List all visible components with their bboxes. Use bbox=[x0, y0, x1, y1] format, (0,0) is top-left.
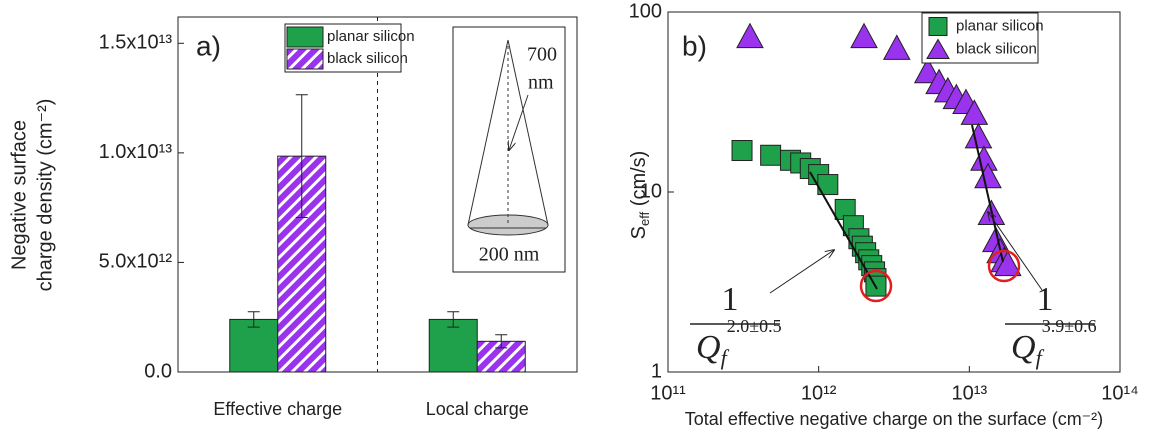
y-label-main: S bbox=[628, 226, 650, 239]
cone-edge bbox=[467, 39, 509, 226]
annotation-numerator: 1 bbox=[722, 281, 739, 318]
point bbox=[736, 22, 764, 49]
annotation-numerator: 1 bbox=[1037, 281, 1054, 318]
legend-label: black silicon bbox=[956, 40, 1037, 57]
y-label-line: charge density (cm⁻²) bbox=[34, 99, 56, 292]
legend-swatch bbox=[286, 48, 324, 70]
annotation-exponent: 3.9±0.6 bbox=[1042, 316, 1097, 336]
point bbox=[882, 34, 911, 60]
y-tick-label: 1.0x10¹³ bbox=[99, 141, 173, 163]
inset-label: 700 bbox=[527, 44, 557, 66]
annotation-denominator: Qf 2.0±0.5 bbox=[696, 316, 782, 370]
point bbox=[850, 22, 878, 49]
legend-label: planar silicon bbox=[956, 17, 1044, 34]
point bbox=[960, 99, 989, 125]
error-bar bbox=[495, 334, 508, 349]
panel-label: b) bbox=[682, 30, 707, 61]
point bbox=[974, 162, 1002, 189]
legend-swatch bbox=[928, 17, 948, 36]
point bbox=[970, 145, 998, 171]
fit-line bbox=[971, 124, 1004, 263]
y-label-line: Negative surface bbox=[8, 120, 30, 270]
annotation-base: Q bbox=[696, 329, 721, 366]
arrow bbox=[769, 250, 834, 294]
y-tick-label: 0.0 bbox=[144, 360, 172, 382]
annotation-denominator: Qf 3.9±0.6 bbox=[1011, 316, 1097, 370]
y-label: Seff (cm/s) bbox=[628, 151, 652, 240]
annotation-sub: f bbox=[721, 345, 730, 370]
fit-line bbox=[809, 171, 878, 290]
y-tick-label: 100 bbox=[629, 0, 662, 22]
annotation-base: Q bbox=[1011, 329, 1036, 366]
x-tick-label: 10¹³ bbox=[952, 382, 988, 404]
point bbox=[993, 250, 1022, 277]
legend-label: planar silicon bbox=[327, 28, 415, 45]
panel-label: a) bbox=[196, 30, 221, 61]
highlight bbox=[987, 249, 1021, 283]
bar bbox=[229, 318, 279, 373]
x-label: Total effective negative charge on the s… bbox=[685, 409, 1103, 429]
legend-swatch bbox=[926, 38, 950, 59]
point bbox=[731, 140, 753, 162]
cone-edge bbox=[507, 39, 549, 226]
y-tick-label: 5.0x10¹² bbox=[99, 251, 173, 273]
error-bar bbox=[447, 311, 460, 328]
arrow bbox=[509, 94, 529, 150]
point bbox=[913, 57, 942, 84]
legend-label: black silicon bbox=[327, 50, 408, 67]
error-bar bbox=[247, 311, 260, 328]
y-label: Negative surface charge density (cm⁻²) bbox=[8, 99, 56, 292]
legend-swatch bbox=[286, 26, 324, 48]
annotation-sub: f bbox=[1036, 345, 1045, 370]
y-label-sub: eff bbox=[637, 211, 652, 226]
y-tick-label: 1.5x10¹³ bbox=[99, 32, 173, 54]
arrow bbox=[988, 212, 1043, 291]
plots: 0.0 5.0x10¹² 1.0x10¹³ 1.5x10¹³ Effective cha… bbox=[99, 0, 1139, 418]
x-tick-label: 10¹² bbox=[801, 382, 837, 404]
inset-label: nm bbox=[528, 72, 554, 94]
x-tick-label: Effective charge bbox=[213, 399, 342, 419]
x-tick-label: 10¹⁴ bbox=[1101, 382, 1139, 404]
x-tick-label: 10¹¹ bbox=[650, 382, 686, 404]
highlight bbox=[859, 269, 893, 303]
point bbox=[760, 144, 782, 166]
inset: 700 nm 200 nm bbox=[452, 26, 566, 273]
error-bar bbox=[295, 94, 308, 219]
point bbox=[964, 122, 993, 149]
x-tick-label: Local charge bbox=[426, 399, 529, 419]
inset-label: 200 nm bbox=[479, 244, 540, 266]
y-tick-label: 10 bbox=[640, 180, 662, 202]
y-tick-label: 1 bbox=[651, 360, 662, 382]
annotation-exponent: 2.0±0.5 bbox=[727, 316, 782, 336]
y-label-unit: (cm/s) bbox=[628, 151, 650, 212]
